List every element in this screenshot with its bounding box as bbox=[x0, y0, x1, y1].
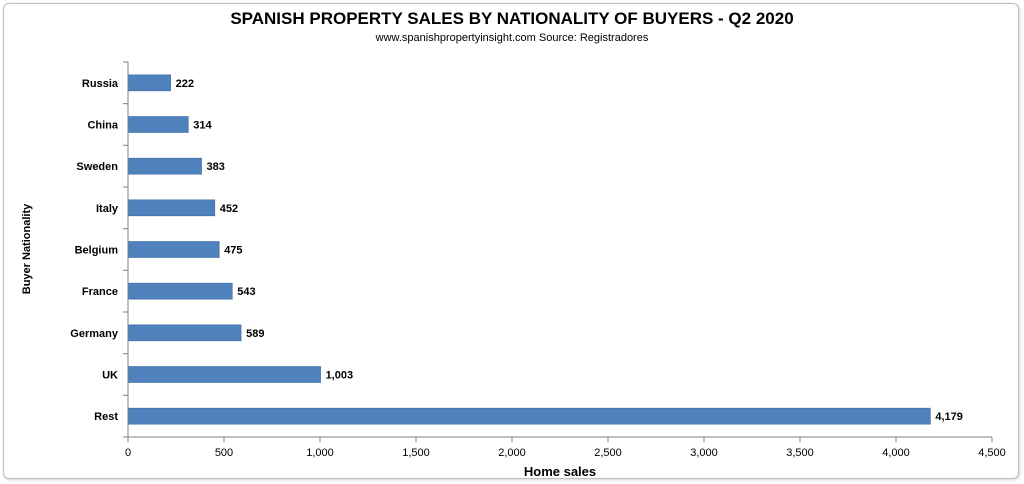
bar-uk bbox=[127, 366, 321, 383]
data-label-italy: 452 bbox=[220, 203, 238, 215]
data-label-belgium: 475 bbox=[224, 245, 242, 257]
category-label-russia: Russia bbox=[82, 78, 119, 90]
category-label-china: China bbox=[87, 120, 118, 132]
x-tick-label: 2,500 bbox=[594, 447, 622, 459]
x-tick-label: 2,000 bbox=[498, 447, 526, 459]
chart-title: SPANISH PROPERTY SALES BY NATIONALITY OF… bbox=[230, 9, 794, 28]
x-tick-label: 4,000 bbox=[882, 447, 910, 459]
chart-frame bbox=[3, 3, 1019, 479]
bar-rest bbox=[127, 407, 931, 425]
x-tick-label: 4,500 bbox=[978, 447, 1006, 459]
category-label-sweden: Sweden bbox=[76, 161, 118, 173]
chart-subtitle: www.spanishpropertyinsight.com Source: R… bbox=[375, 32, 649, 44]
data-label-russia: 222 bbox=[176, 78, 194, 90]
category-label-italy: Italy bbox=[96, 203, 119, 215]
bar-germany bbox=[127, 324, 242, 342]
data-label-germany: 589 bbox=[246, 328, 264, 340]
category-label-belgium: Belgium bbox=[75, 245, 119, 257]
x-axis-title: Home sales bbox=[524, 464, 596, 479]
labels-group: Russia 222 China 314 Sweden 383 Italy 452 Belgiu… bbox=[70, 78, 1005, 459]
category-label-uk: UK bbox=[102, 370, 118, 382]
axes-group bbox=[123, 61, 993, 442]
category-label-germany: Germany bbox=[70, 328, 119, 340]
bar-france bbox=[127, 282, 233, 300]
data-label-rest: 4,179 bbox=[935, 411, 963, 423]
bar-italy bbox=[127, 199, 216, 217]
data-label-france: 543 bbox=[237, 286, 255, 298]
bar-belgium bbox=[127, 241, 220, 258]
x-tick-label: 1,500 bbox=[402, 447, 430, 459]
bar-russia bbox=[127, 74, 171, 92]
data-label-china: 314 bbox=[193, 120, 212, 132]
x-tick-label: 0 bbox=[125, 447, 131, 459]
bar-sweden bbox=[127, 157, 202, 175]
x-tick-label: 1,000 bbox=[306, 447, 334, 459]
y-axis-title: Buyer Nationality bbox=[21, 203, 33, 294]
category-label-rest: Rest bbox=[94, 411, 118, 423]
x-tick-label: 3,500 bbox=[786, 447, 814, 459]
x-tick-label: 500 bbox=[215, 447, 233, 459]
x-tick-label: 3,000 bbox=[690, 447, 718, 459]
data-label-sweden: 383 bbox=[207, 161, 225, 173]
data-label-uk: 1,003 bbox=[326, 370, 354, 382]
category-label-france: France bbox=[82, 286, 118, 298]
bar-china bbox=[127, 116, 189, 133]
bars-group bbox=[127, 74, 931, 425]
